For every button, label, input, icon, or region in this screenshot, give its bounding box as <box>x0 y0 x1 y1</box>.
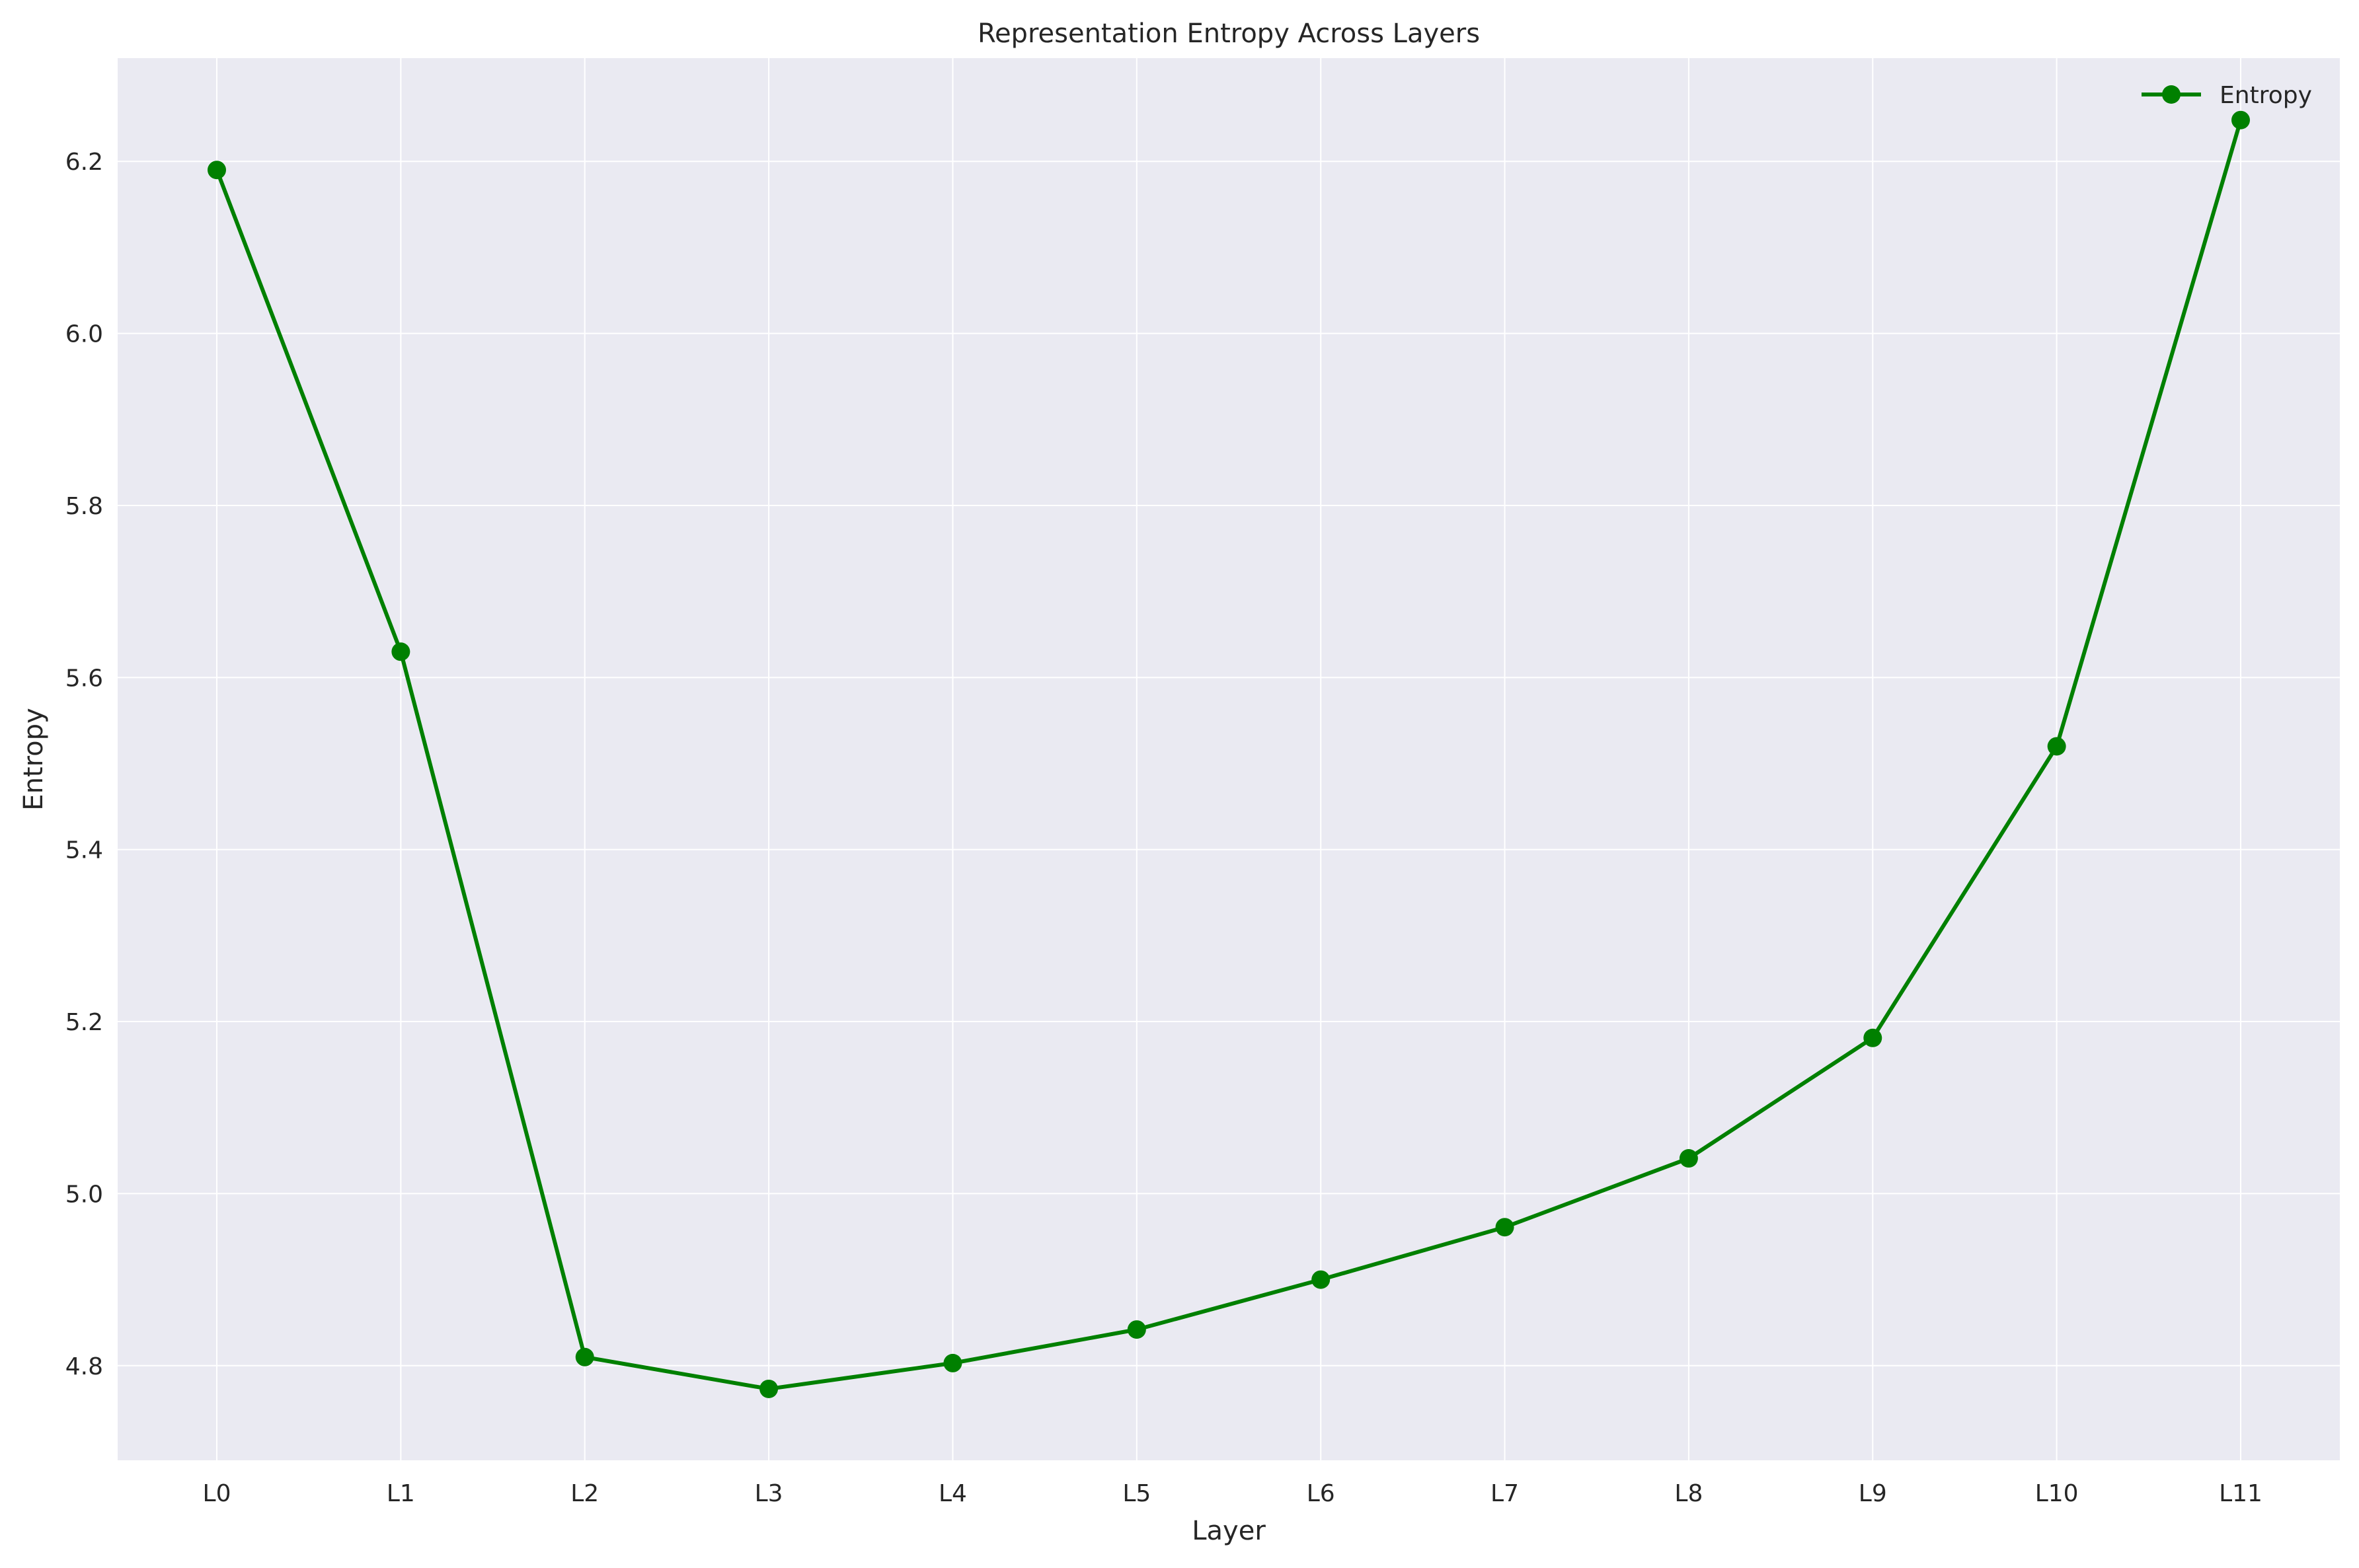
x-tick-label: L4 <box>939 1480 967 1507</box>
series-line-entropy <box>215 119 2243 1391</box>
x-tick-label: L5 <box>1122 1480 1151 1507</box>
legend-entry-entropy: Entropy <box>2220 82 2312 109</box>
legend-marker-swatch <box>2162 85 2181 104</box>
data-point <box>575 1347 594 1366</box>
y-axis-label: Entropy <box>19 708 49 810</box>
data-point <box>1495 1218 1514 1237</box>
x-tick-label: L2 <box>570 1480 599 1507</box>
plot-area <box>118 58 2340 1460</box>
x-tick-label: L9 <box>1859 1480 1887 1507</box>
x-tick-label: L3 <box>755 1480 783 1507</box>
legend: Entropy <box>2142 82 2312 109</box>
y-tick-label: 5.8 <box>65 493 103 520</box>
y-tick-label: 5.6 <box>65 665 103 692</box>
data-point <box>2231 110 2250 130</box>
y-tick-label: 6.2 <box>65 149 103 176</box>
data-point <box>1863 1028 1882 1047</box>
y-tick-label: 5.2 <box>65 1009 103 1036</box>
gridlines <box>118 58 2340 1460</box>
data-point <box>943 1353 962 1372</box>
series-layer <box>208 110 2250 1398</box>
data-point <box>2047 737 2066 756</box>
x-axis-label: Layer <box>1192 1516 1266 1546</box>
x-tick-label: L0 <box>203 1480 231 1507</box>
data-point <box>391 642 410 661</box>
data-point <box>1679 1149 1698 1168</box>
x-tick-label: L7 <box>1490 1480 1519 1507</box>
y-tick-label: 4.8 <box>65 1353 103 1380</box>
y-tick-label: 5.0 <box>65 1181 103 1208</box>
y-tick-label: 5.4 <box>65 837 103 864</box>
x-tick-label: L8 <box>1674 1480 1703 1507</box>
x-tick-label: L1 <box>387 1480 415 1507</box>
axis-ticks: 4.8 5.0 5.2 5.4 5.6 5.8 6.0 6.2 L0 L1 L2 L3 L4 L5 L6 L7… <box>65 149 2262 1507</box>
x-tick-label: L6 <box>1307 1480 1335 1507</box>
x-tick-label: L10 <box>2035 1480 2079 1507</box>
x-tick-label: L11 <box>2219 1480 2262 1507</box>
data-point <box>1127 1320 1146 1339</box>
data-point <box>759 1379 779 1398</box>
chart-title: Representation Entropy Across Layers <box>978 19 1480 49</box>
y-tick-label: 6.0 <box>65 321 103 348</box>
data-point <box>208 161 226 180</box>
data-point <box>1311 1270 1331 1289</box>
